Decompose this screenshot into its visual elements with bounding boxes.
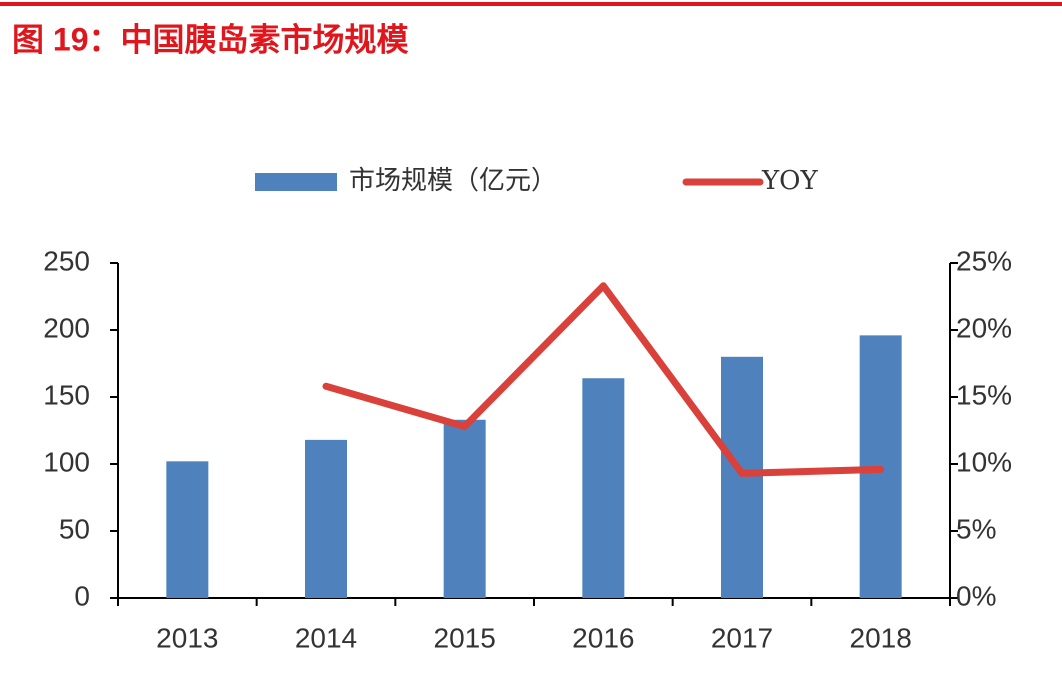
y2-tick-label: 20% [956, 312, 1012, 343]
y-tick-label: 0 [74, 580, 90, 611]
y2-tick-label: 15% [956, 379, 1012, 410]
x-tick-label: 2017 [711, 622, 773, 653]
y-tick-label: 50 [59, 513, 90, 544]
bar [582, 378, 625, 598]
chart-title: 图 19：中国胰岛素市场规模 [12, 21, 409, 57]
y-tick-label: 150 [43, 379, 90, 410]
header-rule [0, 2, 1062, 6]
x-tick-label: 2015 [434, 622, 496, 653]
y2-tick-label: 5% [956, 513, 996, 544]
legend-label: 市场规模（亿元） [349, 166, 557, 196]
bar [443, 419, 486, 598]
y2-tick-label: 25% [956, 245, 1012, 276]
x-tick-label: 2016 [572, 622, 634, 653]
x-tick-label: 2014 [295, 622, 357, 653]
line [322, 282, 885, 477]
y-tick-label: 200 [43, 312, 90, 343]
legend-swatch [255, 173, 337, 191]
bar [721, 356, 763, 598]
y-tick-label: 100 [43, 446, 90, 477]
legend-label: YOY [761, 166, 818, 196]
x-tick-label: 2013 [156, 622, 218, 653]
bar [166, 461, 209, 598]
x-tick-label: 2018 [850, 622, 912, 653]
y2-tick-label: 10% [956, 446, 1012, 477]
bar [305, 439, 347, 598]
y-tick-label: 250 [43, 245, 90, 276]
y2-tick-label: 0% [956, 580, 996, 611]
